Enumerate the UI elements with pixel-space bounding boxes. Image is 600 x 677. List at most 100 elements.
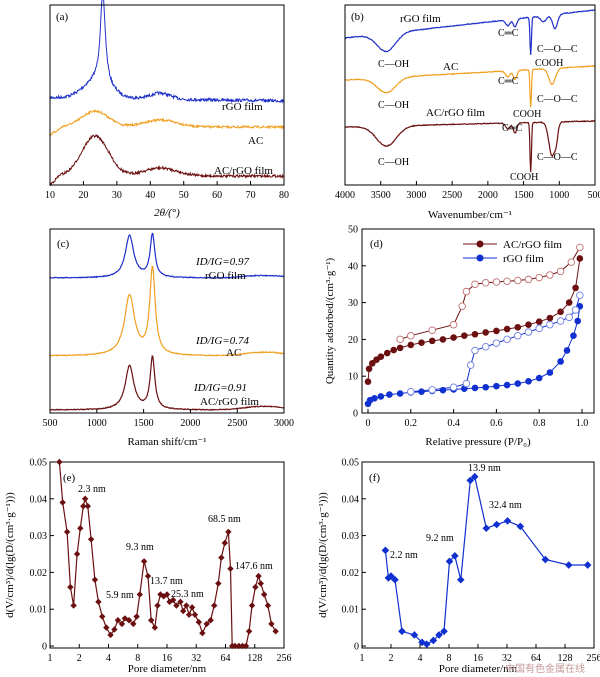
e-ticks: 1 2 4 8 16 32 64 128 256 0 0.01 0.02 0.03 0.04 0.05 <box>30 458 292 665</box>
e-point <box>264 602 272 609</box>
e-ytick-label: 0.02 <box>30 568 48 579</box>
f-ylabel: d(V/cm³)/d(lg(D/(cm³·g⁻¹))) <box>317 492 329 618</box>
f-point <box>492 520 501 529</box>
e-point <box>231 642 239 650</box>
e-point <box>225 528 232 536</box>
e-annot-147-6: 147.6 nm <box>235 561 273 572</box>
e-xtick-label: 4 <box>106 653 111 664</box>
e-point <box>235 642 243 650</box>
d-acrgo-adsorption-point <box>525 321 532 328</box>
e-point <box>107 631 114 639</box>
a-xtick-label: 10 <box>45 190 55 201</box>
e-point <box>177 598 184 606</box>
a-panel-label: (a) <box>56 11 69 23</box>
d-acrgo-adsorption-point <box>396 344 404 352</box>
f-point <box>435 631 443 639</box>
f-annot-9-2: 9.2 nm <box>426 533 454 544</box>
e-point <box>84 502 92 510</box>
e-point <box>56 458 63 466</box>
e-xtick-label: 8 <box>135 653 140 664</box>
e-point <box>157 591 164 598</box>
f-point <box>387 572 395 580</box>
f-xtick-label: 2 <box>389 653 394 664</box>
f-point <box>564 561 573 569</box>
d-ticks: 0 0.2 0.4 0.6 0.8 1.0 0 10 20 30 40 50 <box>348 225 588 430</box>
e-point <box>99 613 106 620</box>
c-acrgo-curve <box>49 355 284 411</box>
e-point <box>239 642 246 650</box>
e-point <box>80 502 87 510</box>
a-rgo-curve <box>49 0 285 104</box>
e-ylabel: d(V/cm³)/d(lg(D/(cm³·g⁻¹))) <box>4 492 16 618</box>
e-point <box>207 617 214 624</box>
e-point <box>245 628 253 635</box>
d-rgo-adsorption-point <box>371 394 378 402</box>
b-cooh-3: COOH <box>510 172 538 183</box>
a-ticks: 10 20 30 40 50 60 70 80 <box>45 181 289 201</box>
d-acrgo-adsorption-point <box>368 360 376 367</box>
d-rgo-desorption-point <box>571 306 580 314</box>
d-acrgo-desorption-point <box>458 302 466 311</box>
d-acrgo-desorption-point <box>492 278 501 286</box>
e-plot-area <box>56 458 279 650</box>
e-point <box>248 602 256 609</box>
d-xtick-label: 0.6 <box>490 418 503 429</box>
e-point <box>211 602 218 609</box>
a-label-ac: AC <box>248 135 263 147</box>
e-point <box>169 596 177 604</box>
e-point <box>151 624 159 631</box>
c-axes-frame <box>49 228 285 414</box>
d-acrgo-adsorption-point <box>461 332 468 340</box>
a-xtick-label: 40 <box>145 190 155 201</box>
d-legend-marker-acrgo <box>476 240 484 248</box>
d-rgo-desorption-point <box>492 339 501 347</box>
d-acrgo-desorption-point <box>503 277 511 286</box>
e-xtick-label: 128 <box>247 653 262 664</box>
b-xlabel: Wavenumber/cm⁻¹ <box>428 209 512 221</box>
b-label-ac: AC <box>443 61 458 73</box>
b-coc-3: C—O—C <box>537 152 578 163</box>
e-annot-25-3: 25.3 nm <box>171 589 204 600</box>
b-xtick-label: 3500 <box>371 190 391 201</box>
e-point <box>160 593 167 600</box>
f-annot-13-9: 13.9 nm <box>468 463 501 474</box>
d-acrgo-desorption-point <box>576 243 584 252</box>
f-point <box>470 472 479 481</box>
c-ticks: 500 1000 1500 2000 2500 3000 <box>43 409 294 429</box>
d-rgo-desorption-point <box>462 379 471 388</box>
d-rgo-desorption-point <box>428 386 436 394</box>
a-axes-frame <box>49 4 285 186</box>
d-acrgo-adsorption-point <box>439 336 447 343</box>
e-point <box>252 583 259 591</box>
f-xtick-label: 8 <box>447 653 452 664</box>
f-point <box>422 640 431 648</box>
d-rgo-adsorption-point <box>482 383 490 391</box>
c-rgo-curve <box>49 232 284 279</box>
d-acrgo-adsorption-point <box>377 353 385 360</box>
e-point <box>260 591 268 598</box>
e-point <box>188 604 196 611</box>
d-rgo-desorption-point <box>466 361 475 369</box>
d-ylabel: Quantity adsorbed/(cm³·g⁻¹) <box>324 257 336 384</box>
b-coh-1: C—OH <box>378 59 409 70</box>
b-coc-2: C—O—C <box>537 94 578 105</box>
e-point <box>268 620 275 628</box>
d-acrgo-adsorption-point <box>450 334 457 341</box>
f-point <box>429 636 438 645</box>
e-ytick-label: 0 <box>42 642 47 653</box>
c-xtick-label: 3000 <box>274 418 294 429</box>
d-xtick-label: 0.8 <box>533 418 546 429</box>
e-point <box>203 620 210 628</box>
f-xtick-label: 256 <box>587 653 600 664</box>
e-annot-13-7: 13.7 nm <box>150 576 183 587</box>
d-rgo-adsorption-point <box>396 390 404 397</box>
b-cooh-1: COOH <box>535 58 563 69</box>
e-point <box>114 617 122 624</box>
b-coc-1: C—O—C <box>537 44 578 55</box>
d-rgo-adsorption-point <box>386 391 393 398</box>
b-cc-1: C═C <box>498 28 519 39</box>
f-xtick-label: 128 <box>558 653 573 664</box>
f-point <box>410 631 419 639</box>
c-label-ac: AC <box>226 347 241 359</box>
e-point <box>140 558 148 565</box>
